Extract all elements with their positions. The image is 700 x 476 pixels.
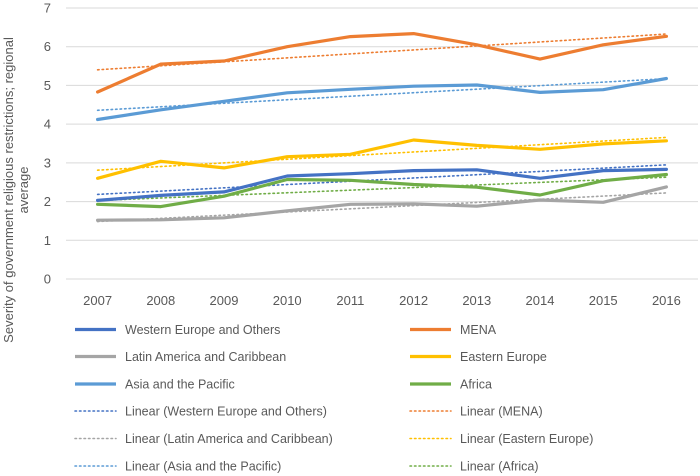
legend-label: Eastern Europe: [460, 350, 547, 364]
legend-label: Linear (MENA): [460, 405, 543, 419]
legend-label: Asia and the Pacific: [125, 378, 235, 392]
y-axis-tick-labels: 0 1 2 3 4 5 6 7: [44, 1, 51, 287]
y-tick-label: 7: [44, 1, 51, 16]
legend-label: Linear (Eastern Europe): [460, 432, 593, 446]
y-axis-title-line: average: [16, 167, 31, 214]
x-tick-label: 2012: [399, 293, 428, 308]
series-line-mena: [95, 31, 669, 94]
series-line-western-europe-and-others: [95, 167, 669, 202]
series-lines: [95, 31, 669, 222]
series-line-asia-and-the-pacific: [95, 76, 669, 122]
series-line-latin-america-and-caribbean: [95, 185, 669, 222]
y-axis-title-line: Severity of government religious restric…: [1, 37, 16, 343]
y-tick-label: 0: [44, 272, 51, 287]
legend: Western Europe and Others MENA Latin Ameri…: [74, 323, 593, 474]
y-tick-label: 1: [44, 233, 51, 248]
x-tick-label: 2010: [273, 293, 302, 308]
x-tick-label: 2011: [336, 293, 364, 308]
x-tick-label: 2007: [83, 293, 112, 308]
legend-label: Linear (Western Europe and Others): [125, 405, 327, 419]
x-axis-tick-labels: 2007 2008 2009 2010 2011 2012 2013 2014 2015 2016: [83, 293, 681, 308]
y-tick-label: 5: [44, 78, 51, 93]
legend-label: Africa: [460, 378, 492, 392]
series-line-eastern-europe: [95, 138, 669, 180]
series-line-africa: [95, 172, 669, 209]
trendline-latin-america-and-caribbean: [96, 192, 668, 223]
x-tick-label: 2015: [589, 293, 618, 308]
legend-label: Linear (Africa): [460, 460, 539, 474]
x-tick-label: 2013: [462, 293, 491, 308]
legend-label: Latin America and Caribbean: [125, 350, 286, 364]
y-tick-label: 3: [44, 155, 51, 170]
trendlines: [96, 33, 668, 223]
x-tick-label: 2014: [526, 293, 555, 308]
trendline-eastern-europe: [96, 136, 668, 171]
x-tick-label: 2009: [210, 293, 239, 308]
y-tick-label: 2: [44, 194, 51, 209]
x-tick-label: 2008: [146, 293, 175, 308]
legend-label: Linear (Asia and the Pacific): [125, 460, 281, 474]
y-axis-title: Severity of government religious restric…: [1, 37, 31, 343]
y-tick-label: 4: [44, 117, 51, 132]
x-tick-label: 2016: [652, 293, 681, 308]
legend-label: Linear (Latin America and Caribbean): [125, 432, 333, 446]
trendline-western-europe-and-others: [96, 164, 668, 196]
legend-label: Western Europe and Others: [125, 323, 280, 337]
legend-label: MENA: [460, 323, 497, 337]
y-tick-label: 6: [44, 39, 51, 54]
trendline-africa: [96, 176, 668, 202]
